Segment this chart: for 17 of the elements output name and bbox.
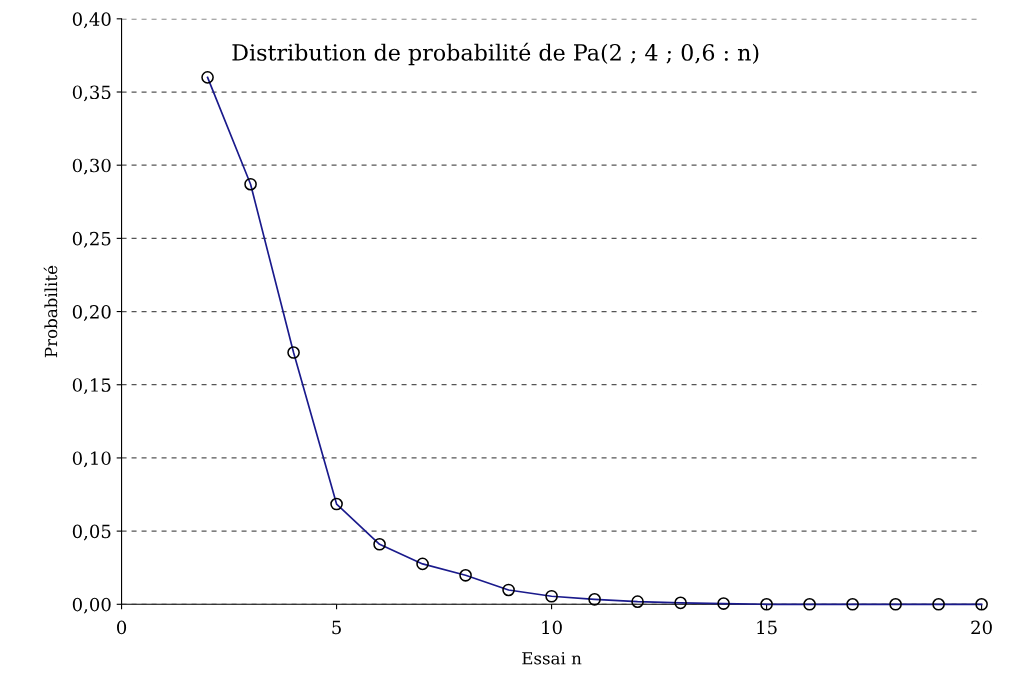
y-tick-label: 0,10 <box>72 451 111 468</box>
x-axis-title: Essai n <box>522 652 582 665</box>
text: Distribution de probabilité de Pa(2 ; 4 ; 0,6 : n) <box>232 42 759 66</box>
y-tick-label: 0,20 <box>72 305 111 321</box>
y-tick-label: 0,35 <box>72 85 111 102</box>
y-tick-label: 0,05 <box>72 524 111 541</box>
y-tick-label: 0,40 <box>72 12 111 29</box>
x-tick-label: 5 <box>332 620 341 635</box>
y-axis-title: Probabilité <box>43 265 58 358</box>
x-tick-label: 15 <box>757 620 777 635</box>
y-tick-label: 0,15 <box>72 378 111 395</box>
x-tick-label: 10 <box>542 620 562 635</box>
y-tick-label: 0,30 <box>72 158 111 175</box>
x-tick-label: 0 <box>117 620 127 635</box>
y-tick-label: 0,25 <box>72 231 111 248</box>
x-tick-label: 20 <box>971 620 992 635</box>
y-tick-label: 0,00 <box>72 597 111 614</box>
